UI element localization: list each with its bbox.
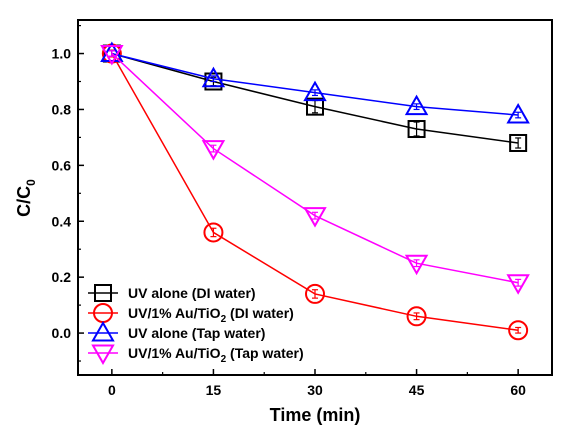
data-point: [100, 45, 124, 66]
legend-marker: [94, 284, 112, 302]
y-tick-label: 0.8: [52, 101, 72, 117]
data-point: [100, 41, 124, 63]
legend-item-4: UV/1% Au/TiO2 (Tap water): [88, 344, 304, 366]
x-tick-label: 15: [206, 382, 222, 398]
x-tick-label: 0: [108, 382, 116, 398]
error-bar: [413, 312, 420, 321]
data-point: [203, 222, 224, 243]
plot-frame: [77, 19, 553, 376]
error-bar: [413, 121, 420, 137]
series-3: [100, 41, 530, 124]
error-bar: [413, 259, 420, 268]
legend-label: UV alone (Tap water): [128, 325, 265, 341]
legend-item-2: UV/1% Au/TiO2 (DI water): [88, 303, 294, 325]
series-layer: [100, 41, 530, 341]
x-tick-label: 60: [510, 382, 526, 398]
error-bar: [312, 289, 318, 299]
error-bar: [312, 89, 318, 97]
error-bar: [108, 50, 115, 57]
data-point: [506, 274, 530, 295]
legend-label: UV/1% Au/TiO2 (DI water): [128, 305, 294, 325]
data-point: [509, 133, 528, 152]
legend-label: UV alone (DI water): [128, 285, 256, 301]
series-1: [102, 44, 528, 152]
data-point: [404, 254, 429, 276]
y-axis-label: C/C0: [14, 179, 38, 217]
data-point: [508, 320, 529, 341]
error-bar: [413, 103, 420, 111]
legend-marker: [91, 320, 115, 342]
x-tick-label: 45: [409, 382, 425, 398]
error-bar: [515, 137, 522, 149]
error-bar: [515, 111, 522, 119]
data-point: [506, 103, 530, 124]
error-bar: [312, 211, 318, 220]
error-bar: [210, 144, 217, 153]
error-bar: [515, 326, 522, 334]
y-tick-label: 0.0: [52, 325, 72, 341]
x-tick-label: 30: [307, 382, 323, 398]
data-point: [406, 306, 427, 327]
data-point: [201, 66, 226, 88]
series-line: [111, 52, 519, 284]
y-tick-label: 0.6: [52, 157, 72, 173]
data-point: [407, 120, 426, 139]
y-tick-label: 0.2: [52, 269, 72, 285]
y-tick-label: 1.0: [52, 46, 72, 62]
x-axis-label: Time (min): [270, 405, 361, 425]
legend: UV alone (DI water) UV/1% Au/TiO2 (DI wat…: [88, 284, 304, 366]
data-point: [201, 140, 226, 161]
data-point: [303, 207, 327, 228]
data-point: [306, 97, 324, 116]
legend-label: UV/1% Au/TiO2 (Tap water): [128, 345, 304, 365]
y-tick-label: 0.4: [52, 213, 72, 229]
error-bar: [210, 227, 217, 238]
legend-marker: [91, 344, 115, 366]
data-point: [404, 94, 429, 116]
legend-item-1: UV alone (DI water): [88, 284, 256, 302]
error-bar: [210, 75, 217, 83]
series-4: [100, 45, 530, 295]
data-point: [305, 283, 325, 304]
data-point: [303, 80, 327, 102]
error-bar: [515, 278, 522, 287]
legend-item-3: UV alone (Tap water): [88, 320, 265, 342]
axis-ticks: 0 15 30 45 60 0.0 0.2 0.4 0.6 0.8 1.0: [52, 24, 526, 398]
